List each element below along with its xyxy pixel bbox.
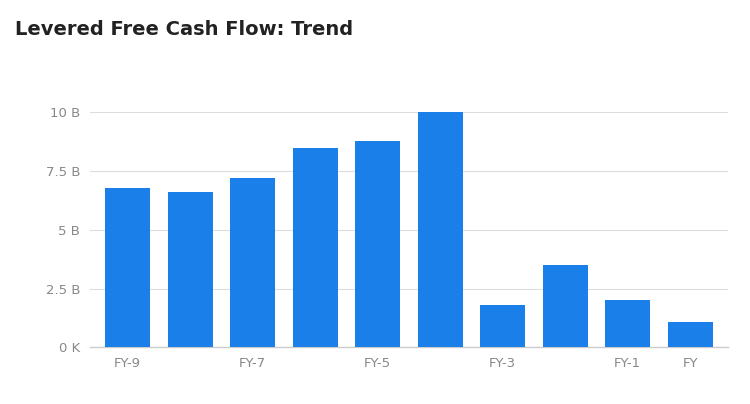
Bar [167, 192, 212, 347]
Text: Levered Free Cash Flow: Trend: Levered Free Cash Flow: Trend [15, 20, 353, 39]
Bar [480, 305, 525, 347]
Bar [292, 147, 338, 347]
Bar [105, 187, 150, 347]
Bar [668, 322, 712, 347]
Bar [418, 112, 463, 347]
Bar [355, 141, 400, 347]
Bar [605, 301, 650, 347]
Bar [542, 265, 587, 347]
Bar [230, 178, 275, 347]
